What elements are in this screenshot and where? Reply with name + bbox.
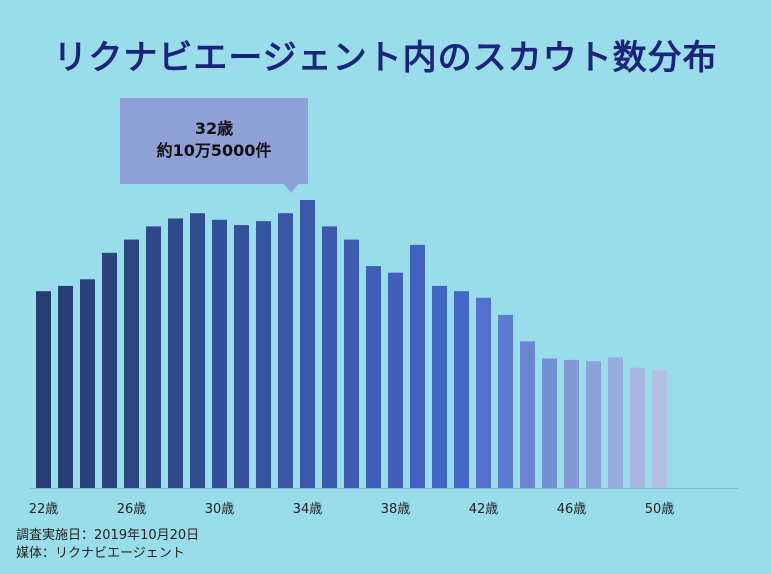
bar-31歳: [234, 225, 249, 488]
bar-29歳: [190, 213, 205, 488]
bar-47歳: [586, 361, 601, 488]
bar-44歳: [520, 341, 535, 488]
annotation-age: 32歳: [194, 119, 234, 138]
footer-notes: 調査実施日：2019年10月20日 媒体：リクナビエージェント: [16, 527, 199, 563]
chart-title: リクナビエージェント内のスカウト数分布: [53, 38, 718, 78]
x-tick-label: 30歳: [205, 502, 235, 517]
bar-39歳: [410, 244, 425, 488]
survey-date: 調査実施日：2019年10月20日: [16, 528, 200, 543]
bar-40歳: [432, 285, 447, 488]
media-source: 媒体：リクナビエージェント: [16, 546, 185, 561]
x-tick-label: 38歳: [381, 502, 411, 517]
bar-24歳: [80, 279, 95, 488]
bar-46歳: [564, 359, 579, 488]
bar-26歳: [124, 239, 139, 488]
x-tick-label: 26歳: [117, 502, 147, 517]
bar-38歳: [388, 272, 403, 488]
bar-37歳: [366, 266, 381, 488]
bar-50歳: [652, 370, 667, 488]
peak-annotation: 32歳 約10万5000件: [120, 98, 308, 184]
bar-27歳: [146, 226, 161, 488]
bar-34歳: [300, 200, 315, 488]
x-tick-label: 50歳: [645, 502, 675, 517]
x-tick-label: 46歳: [557, 502, 587, 517]
bar-23歳: [58, 285, 73, 488]
x-tick-label: 34歳: [293, 502, 323, 517]
bar-49歳: [630, 367, 645, 488]
bar-45歳: [542, 358, 557, 488]
bar-48歳: [608, 357, 623, 488]
annotation-count: 約10万5000件: [156, 141, 272, 160]
bar-33歳: [278, 213, 293, 488]
annotation-pointer: [284, 184, 298, 193]
x-tick-label: 42歳: [469, 502, 499, 517]
bar-41歳: [454, 291, 469, 488]
bar-35歳: [322, 226, 337, 488]
bar-22歳: [36, 291, 51, 488]
bar-36歳: [344, 239, 359, 488]
x-tick-label: 22歳: [29, 502, 59, 517]
bar-28歳: [168, 218, 183, 488]
bar-32歳: [256, 221, 271, 488]
bar-25歳: [102, 252, 117, 488]
bar-30歳: [212, 219, 227, 489]
bar-42歳: [476, 297, 491, 488]
bar-43歳: [498, 314, 513, 488]
